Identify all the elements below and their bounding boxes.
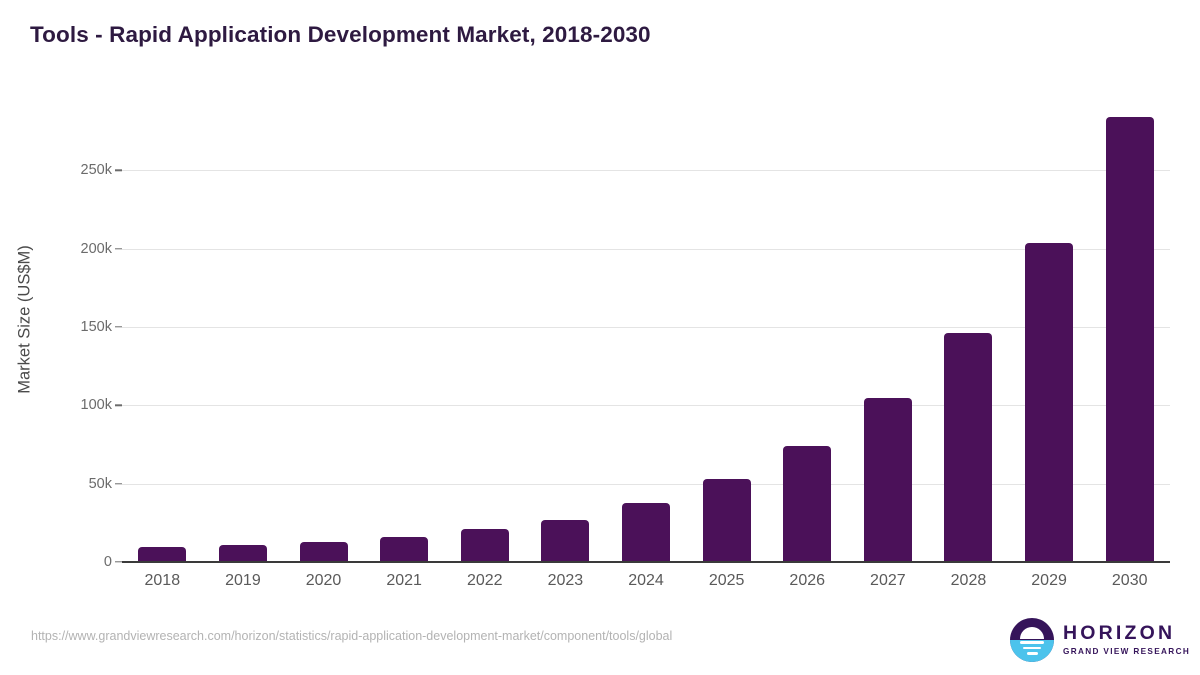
source-url[interactable]: https://www.grandviewresearch.com/horizo… xyxy=(31,629,673,643)
y-axis-title: Market Size (US$M) xyxy=(15,245,34,394)
bar-slot xyxy=(122,100,203,562)
horizon-sunrise-icon xyxy=(1010,618,1054,662)
bar-2022[interactable] xyxy=(460,529,509,562)
y-tick-mark xyxy=(115,482,122,485)
gridline xyxy=(122,327,1170,329)
bar-2019[interactable] xyxy=(218,544,267,562)
y-tick-label: 0 xyxy=(103,554,112,570)
bar-slot xyxy=(283,100,364,562)
bar-slot xyxy=(1089,100,1170,562)
bar-2028[interactable] xyxy=(944,333,993,562)
bar-slot xyxy=(525,100,606,562)
y-tick-mark xyxy=(115,248,122,250)
y-tick-mark xyxy=(115,326,122,328)
bar-2027[interactable] xyxy=(863,397,912,562)
x-tick-label: 2027 xyxy=(870,572,906,589)
bar-2025[interactable] xyxy=(702,479,751,562)
logo-wordmark: HORIZON xyxy=(1063,622,1176,645)
bar-2024[interactable] xyxy=(621,502,670,562)
x-tick-label: 2029 xyxy=(1031,572,1067,589)
y-tick-label: 200k xyxy=(80,240,112,257)
y-tick-mark xyxy=(115,561,122,563)
bar-slot xyxy=(364,100,445,562)
gridline xyxy=(122,170,1170,172)
bar-slot xyxy=(767,100,848,562)
x-tick-label: 2022 xyxy=(466,572,503,589)
x-tick-label: 2021 xyxy=(386,572,422,589)
x-tick-label: 2019 xyxy=(225,572,261,589)
y-tick-label: 50k xyxy=(88,475,112,492)
y-tick-mark xyxy=(115,169,122,172)
y-tick-label: 100k xyxy=(80,397,112,414)
gridline xyxy=(122,405,1170,407)
x-axis-line xyxy=(122,561,1170,563)
bar-2030[interactable] xyxy=(1105,117,1154,562)
gridline xyxy=(122,248,1170,250)
x-tick-label: 2018 xyxy=(144,572,181,589)
x-tick-label: 2028 xyxy=(950,572,987,589)
x-tick-label: 2024 xyxy=(628,572,664,589)
logo-text: HORIZON GRAND VIEW RESEARCH xyxy=(1063,624,1190,656)
bar-2018[interactable] xyxy=(138,547,187,562)
bar-2021[interactable] xyxy=(380,536,429,562)
bar-slot xyxy=(444,100,525,562)
bar-slot xyxy=(606,100,687,562)
plot-area xyxy=(122,100,1170,562)
gridline xyxy=(122,483,1170,485)
y-tick-label: 150k xyxy=(80,319,112,336)
bar-slot xyxy=(928,100,1009,562)
bar-2026[interactable] xyxy=(783,446,832,562)
page-title: Tools - Rapid Application Development Ma… xyxy=(30,22,651,47)
bar-slot xyxy=(848,100,929,562)
bar-slot xyxy=(203,100,284,562)
x-tick-label: 2020 xyxy=(305,572,342,589)
bar-2020[interactable] xyxy=(299,541,348,562)
horizon-logo: HORIZON GRAND VIEW RESEARCH xyxy=(1010,618,1190,662)
x-tick-label: 2026 xyxy=(789,572,826,589)
bar-2029[interactable] xyxy=(1025,242,1074,562)
x-tick-label: 2030 xyxy=(1111,572,1148,589)
bar-2023[interactable] xyxy=(541,519,590,562)
y-tick-label: 250k xyxy=(80,162,112,179)
x-tick-label: 2023 xyxy=(547,572,584,589)
x-tick-label: 2025 xyxy=(708,572,745,589)
logo-tagline: GRAND VIEW RESEARCH xyxy=(1063,646,1191,656)
y-tick-mark xyxy=(115,404,122,407)
bar-slot xyxy=(686,100,767,562)
bar-slot xyxy=(1009,100,1090,562)
